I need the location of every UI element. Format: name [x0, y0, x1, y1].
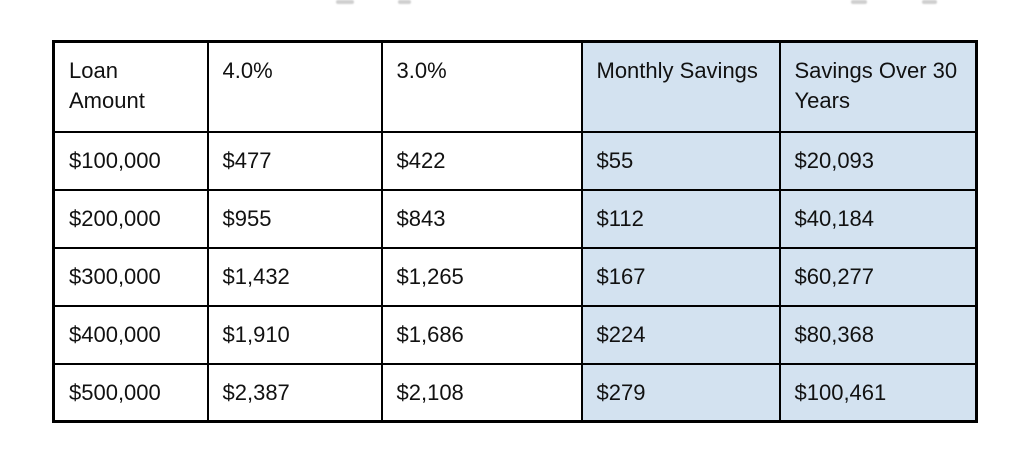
cell-savings-30-years: $60,277	[778, 246, 978, 307]
header-rate-4-percent: 4.0%	[206, 40, 383, 133]
cell-monthly-savings: $224	[580, 304, 781, 365]
cropped-text-fragment	[922, 0, 937, 4]
cell-savings-30-years: $20,093	[778, 130, 978, 191]
cell-monthly-savings: $112	[580, 188, 781, 249]
table-row-400k: $400,000 $1,910 $1,686 $224 $80,368	[52, 304, 978, 365]
header-savings-over-30-years: Savings Over 30 Years	[778, 40, 978, 133]
cropped-text-fragment	[398, 0, 411, 4]
cell-loan-amount: $200,000	[52, 188, 209, 249]
cell-payment-3-percent: $1,265	[380, 246, 583, 307]
header-loan-amount: Loan Amount	[52, 40, 209, 133]
cell-payment-3-percent: $1,686	[380, 304, 583, 365]
cell-monthly-savings: $55	[580, 130, 781, 191]
table-row-500k: $500,000 $2,387 $2,108 $279 $100,461	[52, 362, 978, 423]
cell-payment-3-percent: $2,108	[380, 362, 583, 423]
header-rate-3-percent: 3.0%	[380, 40, 583, 133]
cell-savings-30-years: $40,184	[778, 188, 978, 249]
cell-payment-4-percent: $1,432	[206, 246, 383, 307]
table-row-300k: $300,000 $1,432 $1,265 $167 $60,277	[52, 246, 978, 307]
cell-loan-amount: $300,000	[52, 246, 209, 307]
cell-savings-30-years: $100,461	[778, 362, 978, 423]
cell-payment-3-percent: $843	[380, 188, 583, 249]
cell-loan-amount: $100,000	[52, 130, 209, 191]
cell-payment-4-percent: $1,910	[206, 304, 383, 365]
cell-payment-4-percent: $477	[206, 130, 383, 191]
table-row-200k: $200,000 $955 $843 $112 $40,184	[52, 188, 978, 249]
cell-payment-4-percent: $955	[206, 188, 383, 249]
header-monthly-savings: Monthly Savings	[580, 40, 781, 133]
cell-monthly-savings: $279	[580, 362, 781, 423]
cropped-text-fragment	[851, 0, 867, 4]
cell-payment-3-percent: $422	[380, 130, 583, 191]
cell-monthly-savings: $167	[580, 246, 781, 307]
cell-loan-amount: $400,000	[52, 304, 209, 365]
cell-loan-amount: $500,000	[52, 362, 209, 423]
table-row-100k: $100,000 $477 $422 $55 $20,093	[52, 130, 978, 191]
cropped-text-fragment	[336, 0, 354, 4]
cell-savings-30-years: $80,368	[778, 304, 978, 365]
mortgage-savings-table: Loan Amount 4.0% 3.0% Monthly Savings Sa…	[52, 40, 978, 423]
header-row: Loan Amount 4.0% 3.0% Monthly Savings Sa…	[52, 40, 978, 133]
cell-payment-4-percent: $2,387	[206, 362, 383, 423]
